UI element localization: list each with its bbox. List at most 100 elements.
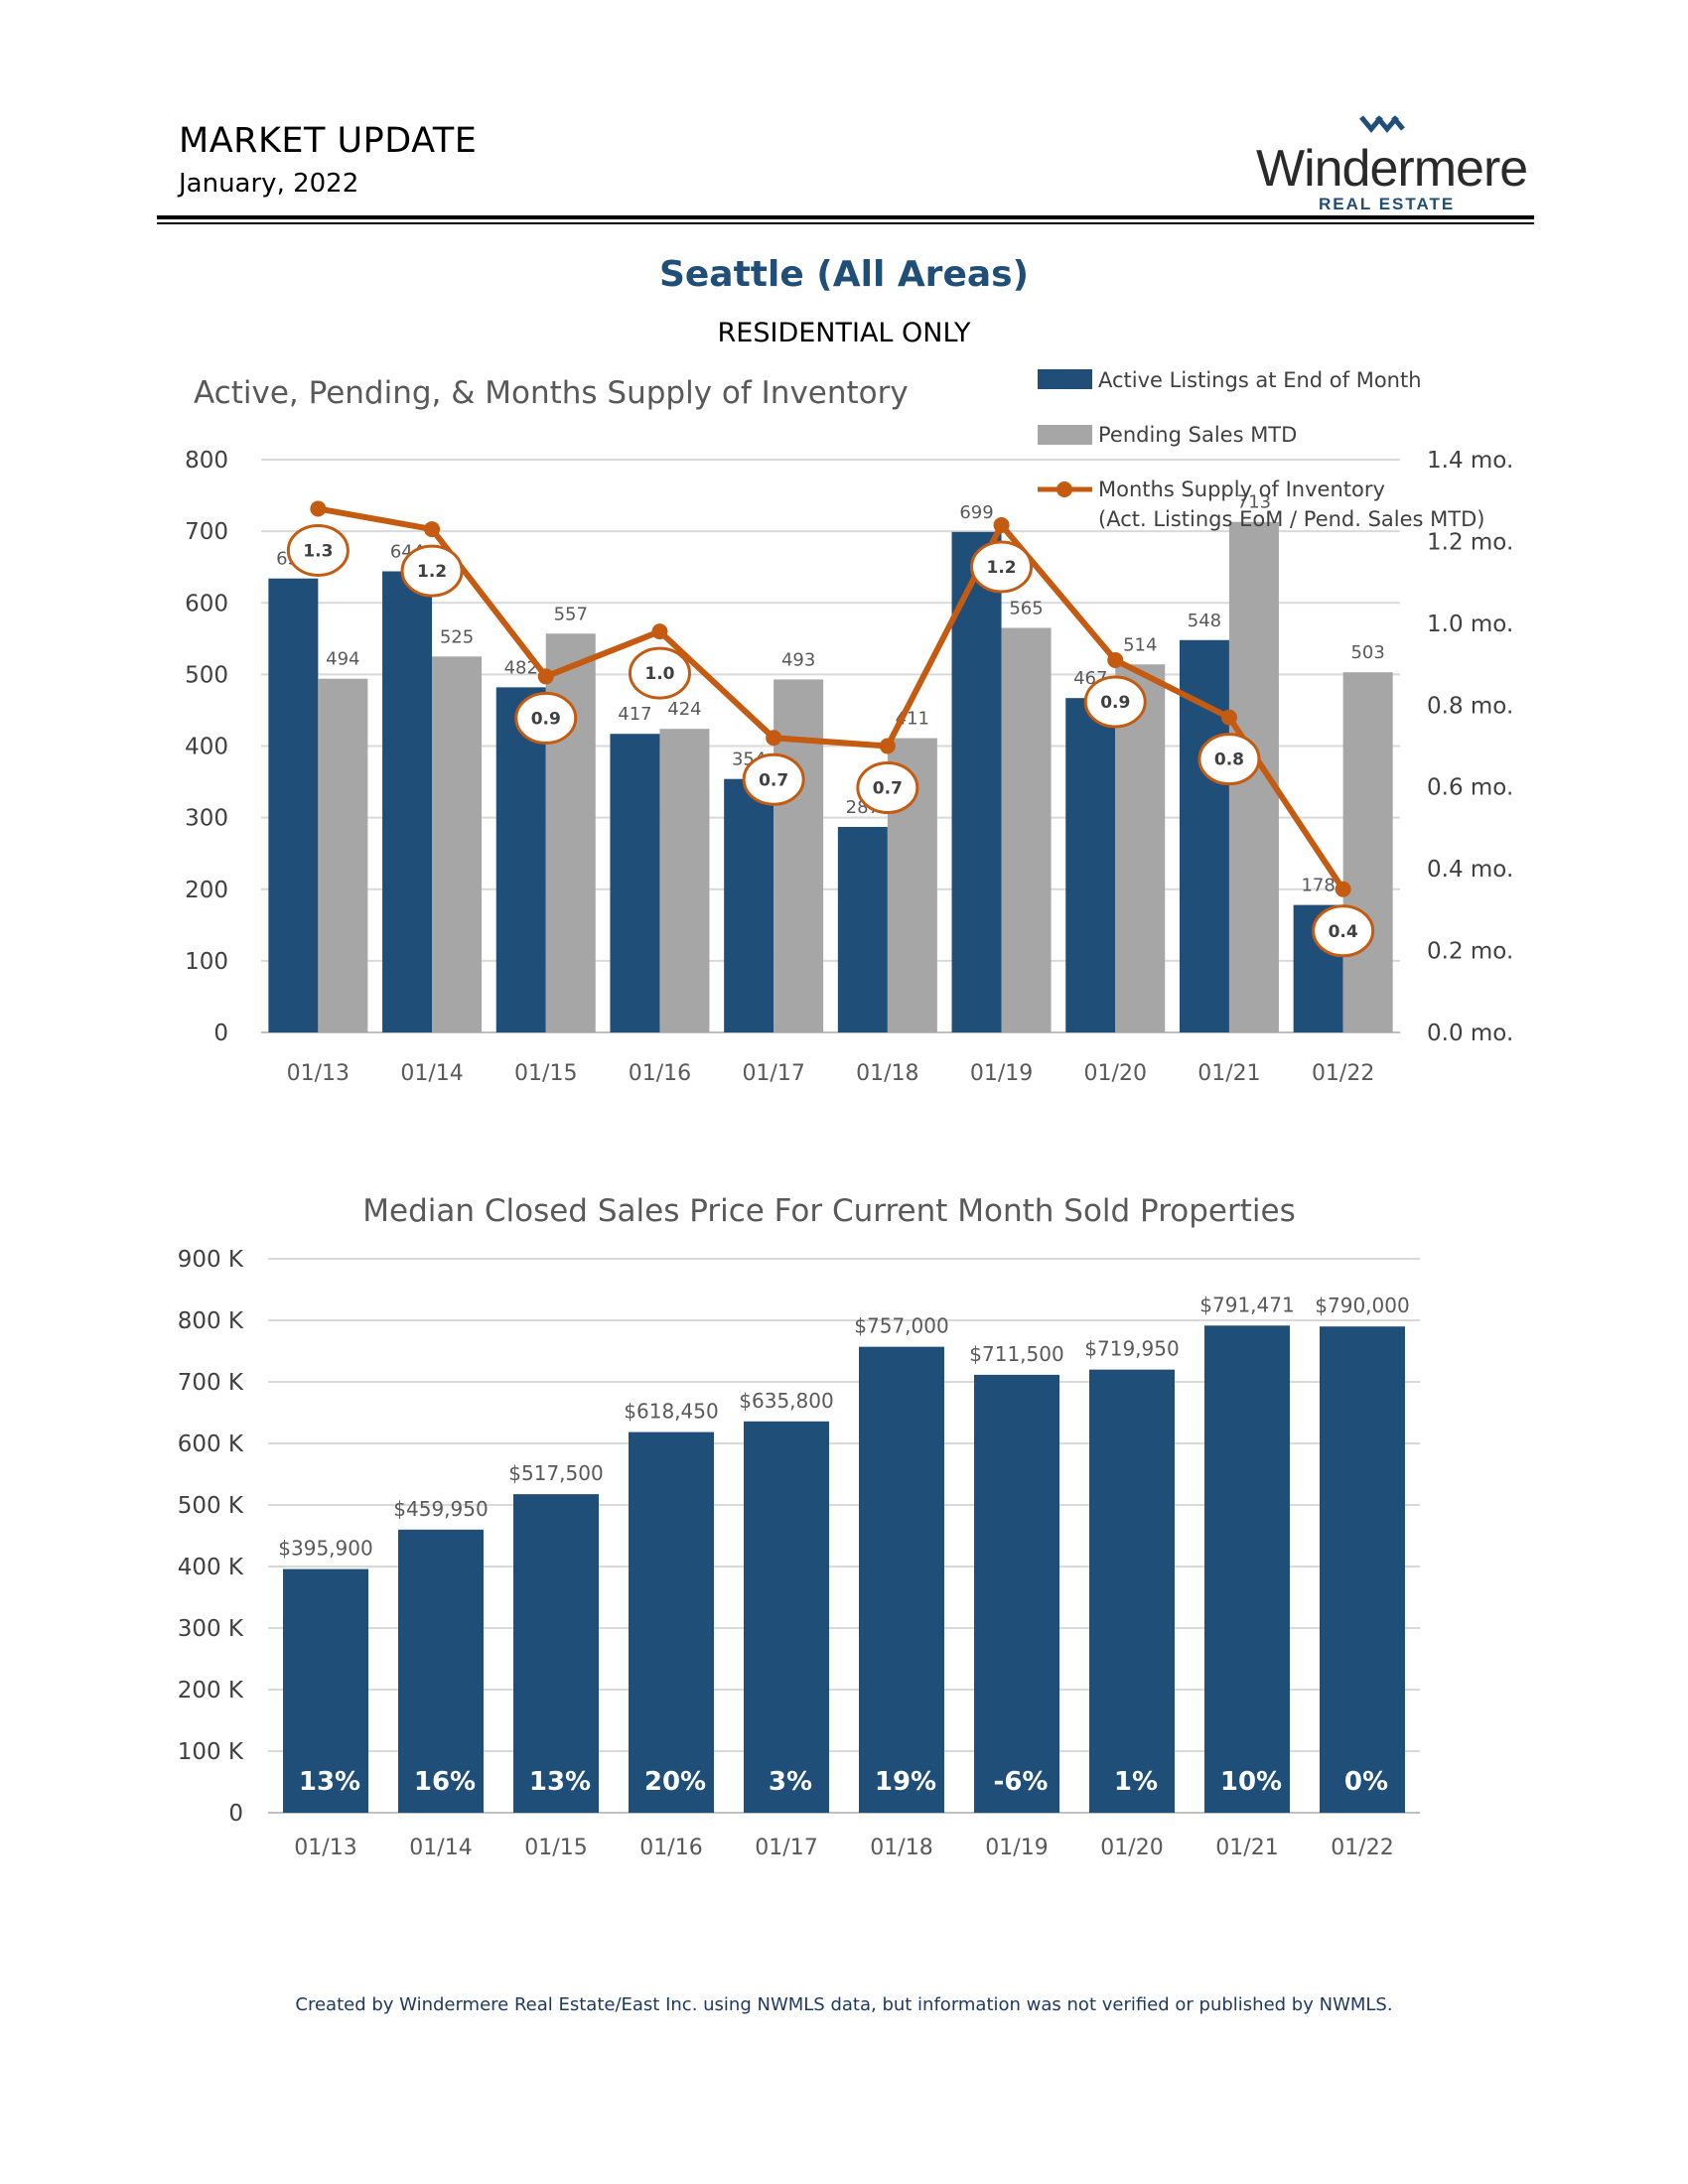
months-supply-point [766,730,782,747]
months-supply-line [317,505,1346,891]
section-title: Seattle (All Areas) [658,254,1030,295]
months-supply-label: 1.2 [417,562,447,582]
pending-sales-label: 424 [667,699,701,720]
chart1-y-tick: 700 [185,519,228,545]
chart1-y-tick: 600 [185,591,228,616]
active-listings-bar [951,531,1002,1032]
chart2-title: Median Closed Sales Price For Current Mo… [362,1193,1295,1229]
chart2-y-tick: 600 K [178,1432,244,1457]
median-price-bar [1089,1369,1175,1813]
median-price-label: $791,471 [1199,1293,1294,1316]
active-listings-bar [837,827,888,1032]
pending-sales-label: 713 [1237,492,1271,513]
active-listings-bar [1065,698,1116,1032]
windermere-logo-icon [1359,115,1405,133]
months-supply-label: 0.8 [1214,751,1244,770]
months-supply-badge [856,761,919,814]
chart1-x-tick: 01/19 [970,1061,1033,1086]
months-supply-badge [742,752,805,806]
median-price-label: $711,500 [969,1342,1063,1366]
months-supply-point [1335,881,1351,897]
chart2-y-tick: 800 K [178,1308,244,1334]
median-price-bar [398,1529,484,1813]
pending-sales-label: 494 [326,649,359,670]
brand-name: Windermere [1256,140,1528,198]
active-listings-label: 417 [618,704,651,725]
median-price-label: $618,450 [624,1400,718,1424]
header-rule-thick [157,215,1534,219]
chart1-y2-tick: 0.0 mo. [1427,1021,1513,1046]
chart2-x-tick: 01/21 [1215,1836,1278,1860]
chart2-x-tick: 01/20 [1100,1836,1163,1860]
months-supply-point [424,521,441,538]
active-listings-label: 482 [504,657,538,678]
yoy-change-label: 13% [529,1767,591,1797]
months-supply-label: 1.0 [644,664,674,684]
chart1-x-tick: 01/20 [1084,1061,1147,1086]
chart1-x-tick: 01/13 [287,1061,350,1086]
months-supply-label: 0.9 [531,709,561,729]
chart2-x-tick: 01/15 [524,1836,587,1860]
months-supply-badge [628,646,691,700]
pending-sales-label: 557 [554,604,588,624]
median-price-label: $635,800 [739,1389,833,1413]
months-supply-point [310,500,327,517]
legend-supply-marker [1056,481,1072,497]
yoy-change-label: 20% [644,1767,706,1797]
active-listings-bar [724,778,774,1032]
months-supply-point [651,623,668,640]
chart2-x-tick: 01/17 [755,1836,817,1860]
chart1-title: Active, Pending, & Months Supply of Inve… [194,375,909,411]
chart1-x-tick: 01/14 [400,1061,463,1086]
yoy-change-label: 0% [1344,1767,1388,1797]
chart2-y-tick: 500 K [178,1493,244,1519]
pending-sales-label: 503 [1350,642,1384,663]
months-supply-badge [1312,904,1375,958]
chart1-x-tick: 01/18 [856,1061,918,1086]
active-listings-bar [268,578,319,1032]
median-price-bar [513,1494,599,1813]
months-supply-label: 1.2 [986,558,1016,578]
chart1-y2-tick: 0.4 mo. [1427,857,1513,883]
months-supply-badge [286,523,350,577]
active-listings-label: 699 [959,502,993,523]
windermere-logo: Windermere REAL ESTATE [1246,107,1544,213]
months-supply-point [1220,709,1237,726]
chart1-y-tick: 400 [185,735,228,760]
yoy-change-label: -6% [994,1767,1049,1797]
chart2-x-tick: 01/18 [870,1836,932,1860]
chart1-y-tick: 500 [185,662,228,688]
chart1-y2-tick: 1.0 mo. [1427,612,1513,637]
median-price-label: $719,950 [1084,1337,1179,1361]
median-price-bar [629,1432,714,1813]
chart2-x-tick: 01/19 [985,1836,1048,1860]
pending-sales-label: 525 [440,626,474,647]
months-supply-label: 0.4 [1329,922,1358,942]
active-listings-label: 548 [1188,611,1221,631]
chart1-y-tick: 300 [185,806,228,832]
chart2-y-tick: 900 K [178,1247,244,1273]
chart2-x-tick: 01/22 [1331,1836,1393,1860]
median-price-label: $395,900 [278,1537,372,1561]
yoy-change-label: 1% [1114,1767,1158,1797]
months-supply-badge [514,691,578,745]
pending-sales-bar [318,678,368,1032]
median-price-label: $459,950 [393,1497,488,1521]
months-supply-label: 0.7 [759,770,788,790]
chart2-y-tick: 400 K [178,1555,244,1580]
chart2-y-tick: 0 [228,1801,243,1827]
chart1-x-tick: 01/16 [629,1061,691,1086]
chart1-x-tick: 01/22 [1312,1061,1374,1086]
months-supply-point [537,668,554,685]
yoy-change-label: 3% [769,1767,812,1797]
median-price-bar [283,1569,368,1813]
pending-sales-bar [1001,627,1052,1032]
pending-sales-bar [659,729,710,1032]
months-supply-badge [970,540,1034,594]
chart1-y-tick: 800 [185,448,228,474]
median-price-label: $757,000 [854,1314,948,1338]
yoy-change-label: 10% [1220,1767,1282,1797]
yoy-change-label: 13% [299,1767,360,1797]
legend-pending-label: Pending Sales MTD [1098,423,1297,447]
brand-subtitle: REAL ESTATE [1319,195,1456,213]
